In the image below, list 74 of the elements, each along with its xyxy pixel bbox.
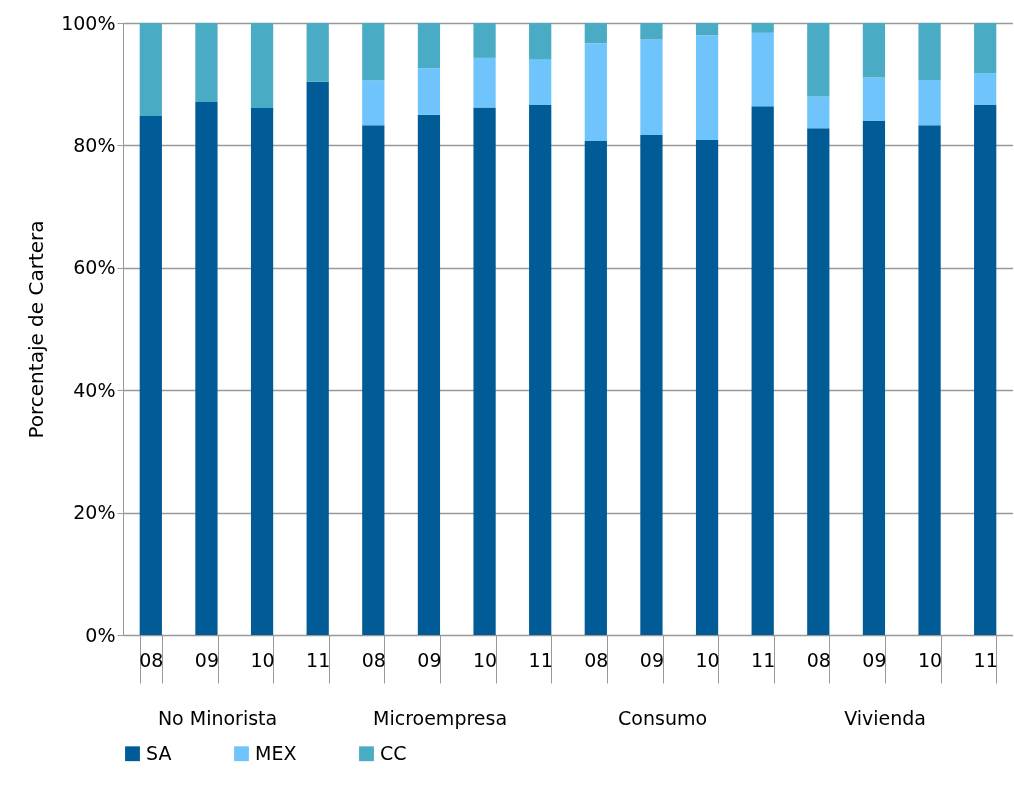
bar — [695, 139, 719, 635]
bar — [751, 106, 774, 635]
x-tick-label: 09 — [417, 648, 442, 671]
x-tick-label: 10 — [250, 648, 275, 671]
bar — [529, 59, 552, 106]
bar — [807, 23, 830, 97]
bar — [139, 116, 162, 635]
x-tick-label: 08 — [806, 648, 831, 671]
bar — [918, 125, 941, 635]
y-tick-label: 60% — [73, 256, 116, 279]
bar — [362, 125, 385, 635]
bar — [417, 23, 441, 69]
y-axis-title: Porcentaje de Cartera — [24, 220, 49, 439]
bar — [250, 108, 274, 635]
bar — [695, 23, 719, 36]
bar — [640, 135, 663, 635]
x-tick-label: 09 — [862, 648, 887, 671]
legend-label: SA — [146, 741, 172, 764]
bar — [362, 80, 385, 126]
bar — [139, 23, 162, 117]
bar — [473, 57, 496, 108]
x-tick-label: 11 — [528, 648, 553, 671]
x-tick-label: 08 — [361, 648, 386, 671]
bar — [250, 23, 274, 109]
text: Vivienda — [844, 707, 926, 729]
y-tick-label: 100% — [61, 11, 116, 34]
bar — [918, 79, 941, 126]
text: No Minorista — [157, 707, 278, 729]
x-tick-label: 10 — [917, 648, 943, 671]
x-tick-label: 11 — [751, 648, 776, 671]
bar — [974, 23, 997, 74]
bar — [195, 23, 218, 102]
bar — [974, 73, 997, 106]
bar — [417, 68, 441, 115]
text: Microempresa — [373, 707, 508, 729]
bar — [751, 23, 774, 33]
bar — [862, 23, 886, 78]
bar — [640, 39, 663, 135]
bar — [974, 105, 997, 635]
bar — [584, 23, 607, 44]
bar — [807, 96, 830, 129]
bar — [306, 81, 329, 635]
bar — [306, 23, 329, 82]
bar — [417, 114, 441, 635]
bar — [807, 128, 830, 635]
bar — [584, 141, 607, 635]
x-tick-label: 08 — [139, 648, 164, 671]
x-tick-label: 09 — [639, 648, 665, 671]
x-tick-label: 09 — [194, 648, 220, 671]
x-tick-label: 10 — [695, 648, 720, 671]
bar — [529, 105, 552, 635]
x-tick-label: 11 — [306, 648, 331, 671]
y-tick-label: 0% — [85, 623, 116, 646]
text: Consumo — [618, 707, 708, 729]
bar — [195, 101, 218, 635]
x-tick-label: 11 — [973, 648, 998, 671]
bar — [862, 120, 886, 635]
bar — [473, 23, 496, 58]
bar — [695, 35, 719, 140]
bar — [362, 23, 385, 81]
bar — [640, 23, 663, 40]
bar — [751, 32, 774, 107]
x-tick-label: 10 — [472, 648, 498, 671]
bar — [862, 77, 886, 121]
bar — [584, 43, 607, 142]
legend-label: CC — [380, 741, 407, 764]
x-tick-label: 08 — [584, 648, 609, 671]
y-tick-label: 80% — [73, 133, 116, 156]
legend-label: MEX — [255, 741, 297, 764]
y-tick-label: 20% — [73, 501, 116, 524]
bar — [918, 23, 941, 80]
bar — [529, 23, 552, 60]
bar — [473, 107, 496, 635]
y-tick-label: 40% — [73, 378, 116, 401]
